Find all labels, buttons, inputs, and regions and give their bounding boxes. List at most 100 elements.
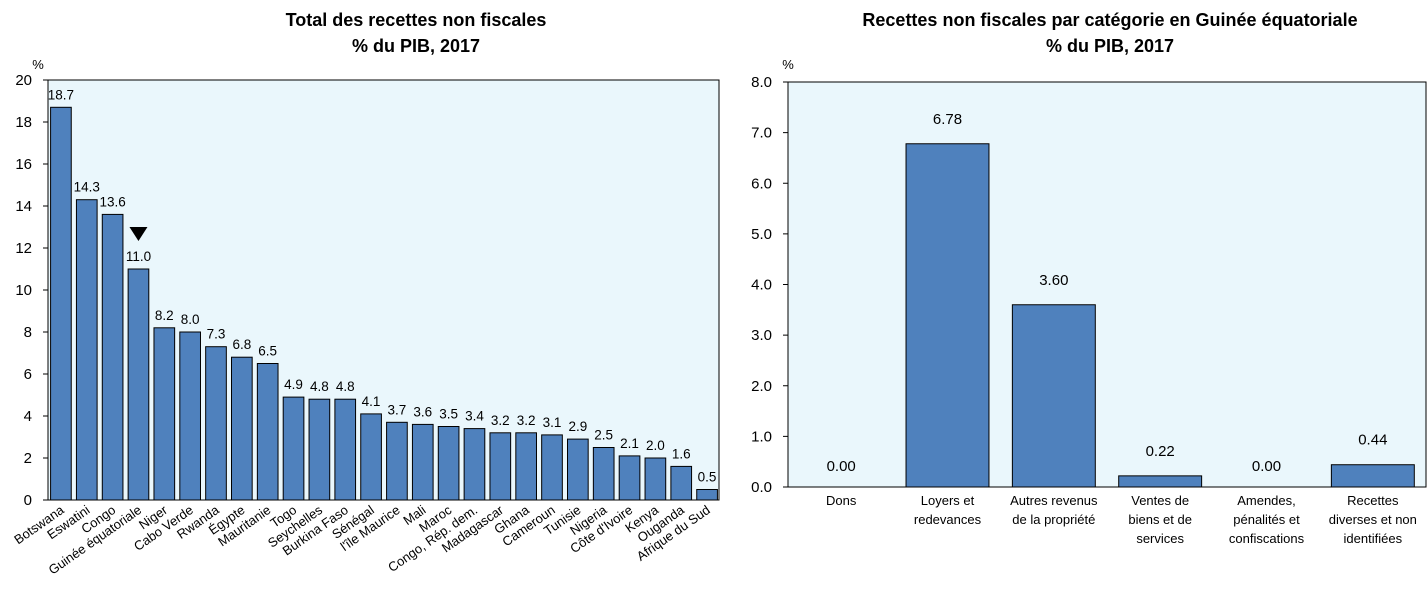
bar xyxy=(670,465,693,501)
y-tick-label: 6.0 xyxy=(751,175,772,192)
data-label: 8.0 xyxy=(181,312,200,327)
y-tick-label: 14 xyxy=(15,198,32,215)
bar xyxy=(334,398,357,501)
bar xyxy=(905,143,990,488)
data-label: 3.2 xyxy=(491,413,510,428)
category-label: Recettes xyxy=(1347,493,1399,508)
bar xyxy=(101,213,124,501)
y-tick-label: 0.0 xyxy=(751,479,772,496)
bar xyxy=(644,457,667,501)
bar xyxy=(696,489,718,501)
bar xyxy=(153,327,176,501)
bar xyxy=(360,413,382,501)
y-tick-label: 10 xyxy=(15,282,32,299)
y-tick-label: 16 xyxy=(15,156,32,173)
bar xyxy=(411,423,434,501)
bar xyxy=(179,331,201,501)
y-tick-label: 1.0 xyxy=(751,428,772,445)
data-label: 3.60 xyxy=(1039,272,1068,289)
bar xyxy=(282,396,305,501)
y-axis-unit: % xyxy=(32,57,44,72)
category-label: pénalités et xyxy=(1233,512,1300,527)
bar xyxy=(231,356,253,501)
data-label: 2.1 xyxy=(620,436,639,451)
category-label: confiscations xyxy=(1229,531,1305,546)
y-tick-label: 2 xyxy=(24,450,32,467)
chart-title-line-1: Recettes non fiscales par catégorie en G… xyxy=(862,10,1357,30)
data-label: 1.6 xyxy=(672,446,691,461)
y-tick-label: 8 xyxy=(24,324,32,341)
bar xyxy=(463,428,486,501)
data-label: 2.9 xyxy=(568,419,587,434)
data-label: 2.5 xyxy=(594,428,613,443)
data-label: 0.44 xyxy=(1358,432,1387,449)
y-tick-label: 0 xyxy=(24,492,32,509)
chart-title-line-2: % du PIB, 2017 xyxy=(352,36,480,56)
bar xyxy=(437,426,460,501)
bar xyxy=(592,447,615,501)
category-label: diverses et non xyxy=(1329,512,1417,527)
data-label: 6.5 xyxy=(258,344,277,359)
y-tick-label: 2.0 xyxy=(751,378,772,395)
data-label: 3.6 xyxy=(413,404,432,419)
chart-total-recettes: Total des recettes non fiscales % du PIB,… xyxy=(0,0,720,587)
data-label: 13.6 xyxy=(99,194,125,209)
category-label: biens et de xyxy=(1128,512,1192,527)
chart-total-recettes-svg: Total des recettes non fiscales % du PIB,… xyxy=(11,10,720,577)
data-label: 4.9 xyxy=(284,377,303,392)
bar xyxy=(1330,464,1415,488)
y-tick-label: 3.0 xyxy=(751,327,772,344)
data-label: 18.7 xyxy=(48,87,74,102)
category-label: Autres revenus xyxy=(1010,493,1098,508)
data-label: 0.00 xyxy=(827,458,856,475)
data-label: 3.4 xyxy=(465,409,484,424)
bar xyxy=(308,398,331,501)
chart-recettes-categorie-svg: Recettes non fiscales par catégorie en G… xyxy=(751,10,1427,546)
data-label: 14.3 xyxy=(74,180,100,195)
data-label: 3.2 xyxy=(517,413,536,428)
bar xyxy=(567,438,589,501)
bar xyxy=(1118,475,1203,488)
category-label: Amendes, xyxy=(1237,493,1296,508)
data-label: 3.1 xyxy=(543,415,562,430)
category-label: redevances xyxy=(914,512,982,527)
category-label: Loyers et xyxy=(921,493,975,508)
data-label: 4.1 xyxy=(362,394,381,409)
bar xyxy=(256,363,279,501)
bar xyxy=(515,432,537,501)
data-label: 11.0 xyxy=(126,249,151,264)
y-tick-label: 5.0 xyxy=(751,226,772,243)
data-label: 4.8 xyxy=(336,379,355,394)
y-tick-label: 4 xyxy=(24,408,32,425)
y-tick-label: 7.0 xyxy=(751,125,772,142)
category-label: identifiées xyxy=(1344,531,1403,546)
bar xyxy=(1011,304,1096,488)
data-label: 6.78 xyxy=(933,111,962,128)
data-label: 6.8 xyxy=(232,337,251,352)
bar xyxy=(205,346,227,501)
data-label: 0.22 xyxy=(1146,443,1175,460)
chart-recettes-categorie: Recettes non fiscales par catégorie en G… xyxy=(740,0,1428,587)
category-label: de la propriété xyxy=(1012,512,1095,527)
category-label: Ventes de xyxy=(1131,493,1189,508)
y-tick-label: 8.0 xyxy=(751,74,772,91)
y-axis-unit: % xyxy=(782,57,794,72)
chart-title-line-2: % du PIB, 2017 xyxy=(1046,36,1174,56)
bar xyxy=(489,432,512,501)
data-label: 7.3 xyxy=(207,327,226,342)
category-label: services xyxy=(1136,531,1184,546)
data-label: 0.00 xyxy=(1252,458,1281,475)
bar xyxy=(541,434,563,501)
y-tick-label: 18 xyxy=(15,114,32,131)
y-tick-label: 20 xyxy=(15,72,32,89)
highlight-marker-icon xyxy=(129,227,148,241)
data-label: 8.2 xyxy=(155,308,174,323)
category-label: Dons xyxy=(826,493,857,508)
data-label: 3.5 xyxy=(439,407,458,422)
data-label: 3.7 xyxy=(388,402,407,417)
bar xyxy=(127,268,150,501)
bar xyxy=(50,106,72,501)
data-label: 0.5 xyxy=(698,470,717,485)
data-label: 4.8 xyxy=(310,379,329,394)
bar xyxy=(386,421,408,501)
